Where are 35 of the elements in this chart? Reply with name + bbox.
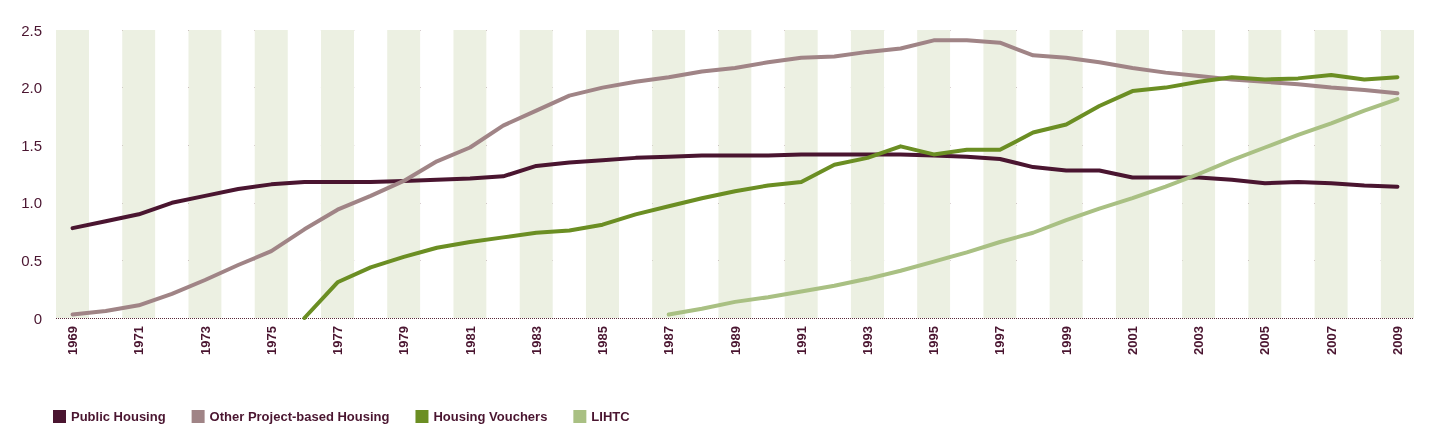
y-tick-label: 2.5 <box>21 21 42 39</box>
x-tick-label: 1975 <box>263 326 279 355</box>
x-tick-label: 2007 <box>1323 326 1339 355</box>
x-tick-label: 1971 <box>131 326 147 355</box>
x-tick-label: 1979 <box>396 326 412 355</box>
line-series <box>70 38 1400 317</box>
x-tick-label: 2001 <box>1124 326 1140 355</box>
x-tick-label: 1981 <box>462 326 478 355</box>
x-tick-label: 1993 <box>859 326 875 355</box>
x-tick-label: 2003 <box>1191 326 1207 355</box>
legend-label: LIHTC <box>591 409 631 424</box>
x-tick-label: 1995 <box>926 326 942 355</box>
x-tick-label: 1977 <box>330 326 346 355</box>
line-series <box>302 72 1400 320</box>
x-tick-label: 1985 <box>595 326 611 355</box>
y-tick-label: 1.0 <box>21 194 42 212</box>
x-tick-label: 1987 <box>661 326 677 355</box>
y-tick-label: 0.5 <box>21 251 42 269</box>
legend-label: Housing Vouchers <box>433 409 548 424</box>
x-tick-label: 1989 <box>727 326 743 355</box>
y-tick-label: 1.5 <box>21 136 42 154</box>
x-tick-label: 2005 <box>1257 326 1273 355</box>
y-tick-label: 2.0 <box>21 79 42 97</box>
x-tick-label: 1973 <box>197 326 213 355</box>
line-series <box>666 97 1400 317</box>
line-series <box>70 152 1400 231</box>
x-tick-label: 1969 <box>65 326 81 355</box>
legend-label: Public Housing <box>71 409 166 424</box>
x-tick-label: 2009 <box>1389 326 1405 355</box>
x-tick-label: 1983 <box>528 326 544 355</box>
x-tick-label: 1991 <box>793 326 809 355</box>
y-tick-label: 0 <box>33 309 42 327</box>
legend-label: Other Project-based Housing <box>209 409 390 424</box>
x-tick-label: 1997 <box>992 326 1008 355</box>
x-tick-label: 1999 <box>1058 326 1074 355</box>
